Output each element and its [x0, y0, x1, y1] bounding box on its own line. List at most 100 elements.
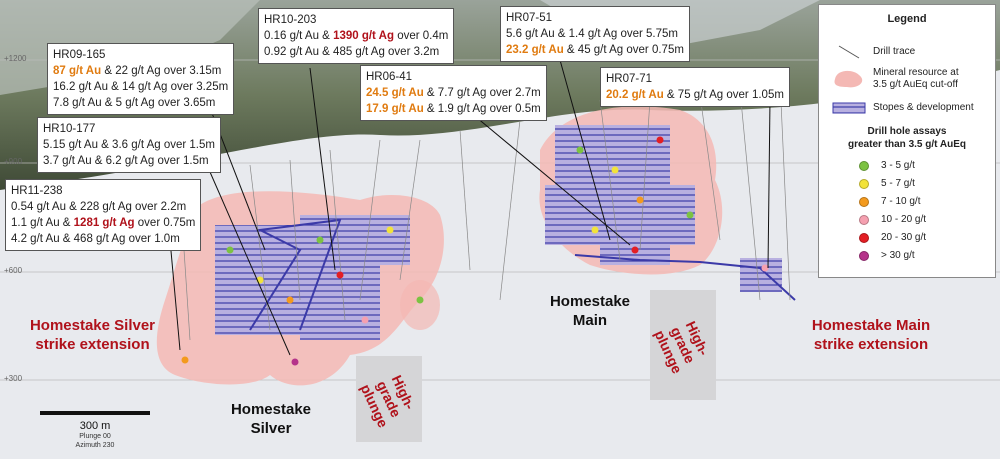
assay-result-line: 1.1 g/t Au & 1281 g/t Ag over 0.75m: [11, 215, 195, 231]
high-grade-plunge-label-silver: High-grade plunge: [356, 356, 422, 442]
drillhole-callout: HR09-165 87 g/t Au & 22 g/t Ag over 3.15m…: [47, 43, 235, 115]
assay-legend-item: 5 - 7 g/t: [859, 178, 915, 189]
main-stope: [555, 125, 670, 195]
drill-trace: [779, 79, 791, 301]
zone-label-main-extension: Homestake Main strike extension: [811, 317, 931, 353]
scale-bar-line: [40, 411, 150, 415]
legend-label: Stopes & development: [873, 102, 974, 113]
drill-trace: [329, 149, 346, 321]
grade-text: 0.16 g/t Au &: [264, 30, 334, 42]
assay-result-line: 17.9 g/t Au & 1.9 g/t Ag over 0.5m: [366, 101, 541, 117]
assay-dot: [316, 236, 324, 244]
drillhole-id: HR09-165: [53, 49, 106, 61]
assay-result-line: 87 g/t Au & 22 g/t Ag over 3.15m: [53, 63, 228, 79]
assay-dot: [636, 196, 644, 204]
drill-trace: [459, 129, 471, 271]
grade-text: 1.1 g/t Au &: [11, 217, 74, 229]
grade-text: 0.54 g/t Au & 228 g/t Ag over 2.2m: [11, 201, 187, 213]
assay-result-line: 3.7 g/t Au & 6.2 g/t Ag over 1.5m: [43, 153, 215, 169]
resource-lobe: [400, 280, 440, 330]
assay-range-label: > 30 g/t: [881, 250, 915, 261]
assay-result-line: 16.2 g/t Au & 14 g/t Ag over 3.25m: [53, 79, 228, 95]
assay-legend-item: 3 - 5 g/t: [859, 160, 915, 171]
drillhole-callout: HR07-71 20.2 g/t Au & 75 g/t Ag over 1.05…: [600, 67, 790, 107]
drill-trace: [399, 139, 421, 281]
drill-trace: [359, 139, 381, 301]
drill-trace: [499, 119, 521, 301]
grade-text: & 75 g/t Ag over 1.05m: [663, 89, 784, 101]
assay-range-label: 7 - 10 g/t: [881, 196, 921, 207]
plunge-note: Plunge 00: [79, 433, 111, 440]
assay-range-label: 10 - 20 g/t: [881, 214, 927, 225]
assay-dot-icon: [859, 178, 869, 189]
assay-dot: [286, 296, 294, 304]
drill-trace: [739, 89, 761, 301]
elevation-label: +300: [4, 374, 23, 383]
grade-text: & 45 g/t Ag over 0.75m: [563, 44, 684, 56]
drillhole-id: HR07-51: [506, 12, 553, 24]
grade-text: over 0.75m: [134, 217, 196, 229]
drillhole-id: HR06-41: [366, 71, 413, 83]
leader-line: [469, 111, 631, 246]
assay-dot: [686, 211, 694, 219]
legend-title: Legend: [887, 13, 927, 25]
mineral-resource-icon: [825, 68, 873, 90]
assay-dot: [361, 316, 369, 324]
elevation-label: +1200: [4, 54, 27, 63]
grade-text: over 0.4m: [394, 30, 449, 42]
drill-trace: [289, 159, 301, 301]
elevation-label: +900: [4, 157, 23, 166]
drillhole-callout: HR10-203 0.16 g/t Au & 1390 g/t Ag over 0…: [258, 8, 455, 64]
assay-dot-icon: [859, 250, 869, 261]
grade-text: 16.2 g/t Au & 14 g/t Ag over 3.25m: [53, 81, 229, 93]
highlighted-grade: 20.2 g/t Au: [606, 89, 664, 101]
leader-line: [309, 67, 336, 271]
grade-text: & 22 g/t Ag over 3.15m: [101, 65, 222, 77]
leader-line: [559, 59, 611, 241]
grade-text: 0.92 g/t Au & 485 g/t Ag over 3.2m: [264, 46, 440, 58]
drillhole-callout: HR10-177 5.15 g/t Au & 3.6 g/t Ag over 1.…: [37, 117, 221, 173]
leader-line: [767, 99, 771, 269]
assay-result-line: 23.2 g/t Au & 45 g/t Ag over 0.75m: [506, 42, 684, 58]
assay-dot-icon: [859, 232, 869, 243]
development-drift: [249, 218, 342, 331]
grade-text: & 7.7 g/t Ag over 2.7m: [423, 87, 541, 99]
assay-dot: [761, 264, 769, 272]
legend-panel: Legend Drill trace Mineral resource at 3…: [818, 4, 996, 278]
legend-item-mineral-resource: Mineral resource at 3.5 g/t AuEq cut-off: [825, 67, 959, 91]
assay-dot: [416, 296, 424, 304]
assay-dot: [591, 226, 599, 234]
assay-dot: [226, 246, 234, 254]
scale-label: 300 m: [79, 420, 111, 432]
assay-result-line: 4.2 g/t Au & 468 g/t Ag over 1.0m: [11, 231, 195, 247]
assay-result-line: 0.92 g/t Au & 485 g/t Ag over 3.2m: [264, 44, 448, 60]
drillhole-callout: HR07-51 5.6 g/t Au & 1.4 g/t Ag over 5.75…: [500, 6, 690, 62]
assay-dot: [656, 136, 664, 144]
drill-trace: [699, 94, 721, 241]
zone-label-homestake-silver: Homestake Silver: [230, 401, 312, 437]
legend-item-drill-trace: Drill trace: [825, 41, 915, 63]
assay-dot: [576, 146, 584, 154]
scale-bar: 300 m Plunge 00 Azimuth 230: [40, 411, 150, 450]
azimuth-note: Azimuth 230: [75, 442, 115, 449]
assay-dot-icon: [859, 196, 869, 207]
highlighted-grade: 24.5 g/t Au: [366, 87, 424, 99]
assay-result-line: 20.2 g/t Au & 75 g/t Ag over 1.05m: [606, 87, 784, 103]
highlighted-grade: 87 g/t Au: [53, 65, 102, 77]
assay-result-line: 0.54 g/t Au & 228 g/t Ag over 2.2m: [11, 199, 195, 215]
legend-item-stopes: Stopes & development: [825, 97, 974, 119]
assay-legend-item: 10 - 20 g/t: [859, 214, 926, 225]
grade-text: 3.7 g/t Au & 6.2 g/t Ag over 1.5m: [43, 155, 209, 167]
drillhole-id: HR10-177: [43, 123, 96, 135]
assay-range-label: 20 - 30 g/t: [881, 232, 927, 243]
assay-dots: [181, 136, 769, 366]
leader-line: [169, 239, 181, 351]
assay-legend-item: 20 - 30 g/t: [859, 232, 926, 243]
assay-result-line: 5.6 g/t Au & 1.4 g/t Ag over 5.75m: [506, 26, 684, 42]
drill-trace-icon: [825, 41, 873, 63]
grade-text: 5.15 g/t Au & 3.6 g/t Ag over 1.5m: [43, 139, 215, 151]
stope-icon: [825, 97, 873, 119]
assay-dot-icon: [859, 214, 869, 225]
grade-text: & 1.9 g/t Ag over 0.5m: [423, 103, 541, 115]
